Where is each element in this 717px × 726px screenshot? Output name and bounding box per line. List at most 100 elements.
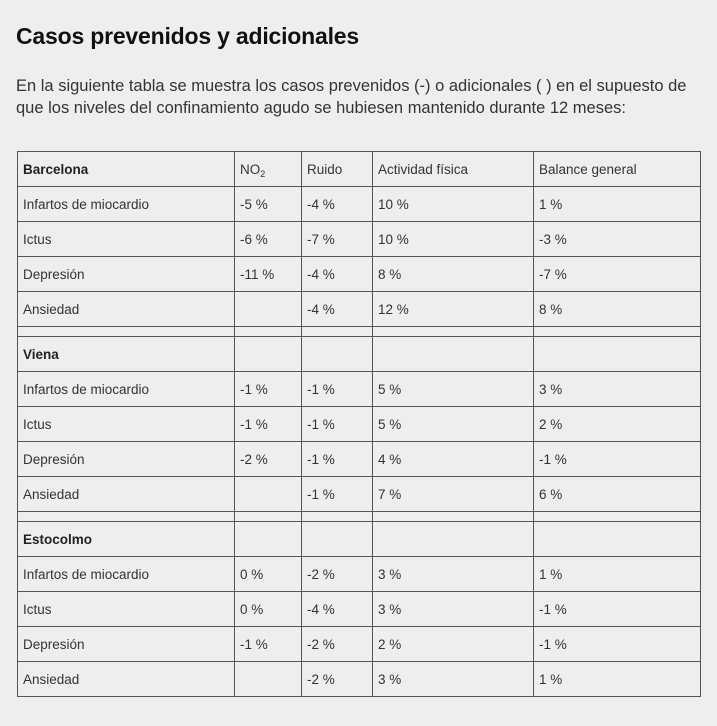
row-label: Ictus [17, 591, 235, 627]
row-label: Ansiedad [17, 476, 235, 512]
spacer-cell [17, 326, 235, 337]
empty-header-cell [533, 521, 701, 557]
header-no2-subscript: 2 [260, 168, 266, 179]
cell-balance: 6 % [533, 476, 701, 512]
cell-no2: -1 % [234, 371, 302, 407]
cell-balance: 1 % [533, 186, 701, 222]
cell-balance: 3 % [533, 371, 701, 407]
cell-ruido: -4 % [301, 291, 373, 327]
cell-ruido: -1 % [301, 371, 373, 407]
cell-actividad: 3 % [372, 591, 534, 627]
city-name: Estocolmo [17, 521, 235, 557]
section-header-row: Viena [17, 336, 701, 372]
cell-no2 [234, 661, 302, 697]
row-label: Ictus [17, 221, 235, 257]
spacer-cell [372, 326, 534, 337]
page-title: Casos prevenidos y adicionales [16, 23, 359, 49]
cell-balance: -1 % [533, 626, 701, 662]
table-row: Infartos de miocardio 0 % -2 % 3 % 1 % [17, 556, 701, 592]
table-row: Ictus -6 % -7 % 10 % -3 % [17, 221, 701, 257]
spacer-cell [234, 511, 302, 522]
table-row: Depresión -2 % -1 % 4 % -1 % [17, 441, 701, 477]
table-row: Ansiedad -2 % 3 % 1 % [17, 661, 701, 697]
empty-header-cell [234, 521, 302, 557]
header-balance: Balance general [533, 151, 701, 187]
cell-actividad: 3 % [372, 661, 534, 697]
cell-no2: -1 % [234, 626, 302, 662]
row-label: Infartos de miocardio [17, 371, 235, 407]
cell-ruido: -2 % [301, 661, 373, 697]
section-spacer-row [17, 511, 701, 522]
city-name: Viena [17, 336, 235, 372]
empty-header-cell [234, 336, 302, 372]
cell-balance: -3 % [533, 221, 701, 257]
cases-table: Barcelona NO2 Ruido Actividad física Balance… [17, 151, 701, 697]
table-row: Depresión -11 % -4 % 8 % -7 % [17, 256, 701, 292]
spacer-cell [301, 511, 373, 522]
spacer-cell [533, 511, 701, 522]
row-label: Depresión [17, 256, 235, 292]
cell-no2: -5 % [234, 186, 302, 222]
cell-ruido: -1 % [301, 406, 373, 442]
header-actividad: Actividad física [372, 151, 534, 187]
cell-actividad: 8 % [372, 256, 534, 292]
cell-actividad: 4 % [372, 441, 534, 477]
section-header-row: Estocolmo [17, 521, 701, 557]
cell-no2: -2 % [234, 441, 302, 477]
cell-no2: 0 % [234, 556, 302, 592]
city-name: Barcelona [17, 151, 235, 187]
empty-header-cell [301, 521, 373, 557]
cell-no2: -6 % [234, 221, 302, 257]
cell-actividad: 2 % [372, 626, 534, 662]
cell-ruido: -1 % [301, 476, 373, 512]
cell-actividad: 12 % [372, 291, 534, 327]
header-no2-main: NO [240, 161, 261, 177]
table-row: Ansiedad -1 % 7 % 6 % [17, 476, 701, 512]
cell-actividad: 10 % [372, 186, 534, 222]
cell-no2: -11 % [234, 256, 302, 292]
spacer-cell [234, 326, 302, 337]
cell-ruido: -4 % [301, 256, 373, 292]
empty-header-cell [372, 336, 534, 372]
cell-ruido: -2 % [301, 626, 373, 662]
cell-actividad: 3 % [372, 556, 534, 592]
cell-no2: -1 % [234, 406, 302, 442]
row-label: Ansiedad [17, 291, 235, 327]
intro-paragraph: En la siguiente tabla se muestra los cas… [16, 77, 687, 117]
spacer-cell [533, 326, 701, 337]
table-row: Ictus 0 % -4 % 3 % -1 % [17, 591, 701, 627]
table-row: Depresión -1 % -2 % 2 % -1 % [17, 626, 701, 662]
cases-table-body: Barcelona NO2 Ruido Actividad física Balance… [17, 151, 701, 697]
cell-ruido: -2 % [301, 556, 373, 592]
section-header-row: Barcelona NO2 Ruido Actividad física Balance… [17, 151, 701, 187]
table-row: Infartos de miocardio -5 % -4 % 10 % 1 % [17, 186, 701, 222]
cell-balance: 2 % [533, 406, 701, 442]
cell-balance: 1 % [533, 661, 701, 697]
spacer-cell [301, 326, 373, 337]
cell-no2: 0 % [234, 591, 302, 627]
row-label: Depresión [17, 626, 235, 662]
empty-header-cell [301, 336, 373, 372]
row-label: Ansiedad [17, 661, 235, 697]
table-row: Infartos de miocardio -1 % -1 % 5 % 3 % [17, 371, 701, 407]
header-no2: NO2 [234, 151, 302, 187]
cell-actividad: 7 % [372, 476, 534, 512]
cell-balance: 8 % [533, 291, 701, 327]
cell-actividad: 5 % [372, 371, 534, 407]
cell-balance: -1 % [533, 591, 701, 627]
cell-balance: 1 % [533, 556, 701, 592]
cell-balance: -1 % [533, 441, 701, 477]
table-row: Ansiedad -4 % 12 % 8 % [17, 291, 701, 327]
cell-ruido: -1 % [301, 441, 373, 477]
spacer-cell [372, 511, 534, 522]
table-row: Ictus -1 % -1 % 5 % 2 % [17, 406, 701, 442]
cell-ruido: -7 % [301, 221, 373, 257]
empty-header-cell [533, 336, 701, 372]
empty-header-cell [372, 521, 534, 557]
row-label: Ictus [17, 406, 235, 442]
spacer-cell [17, 511, 235, 522]
cell-no2 [234, 291, 302, 327]
row-label: Depresión [17, 441, 235, 477]
section-spacer-row [17, 326, 701, 337]
cell-ruido: -4 % [301, 186, 373, 222]
